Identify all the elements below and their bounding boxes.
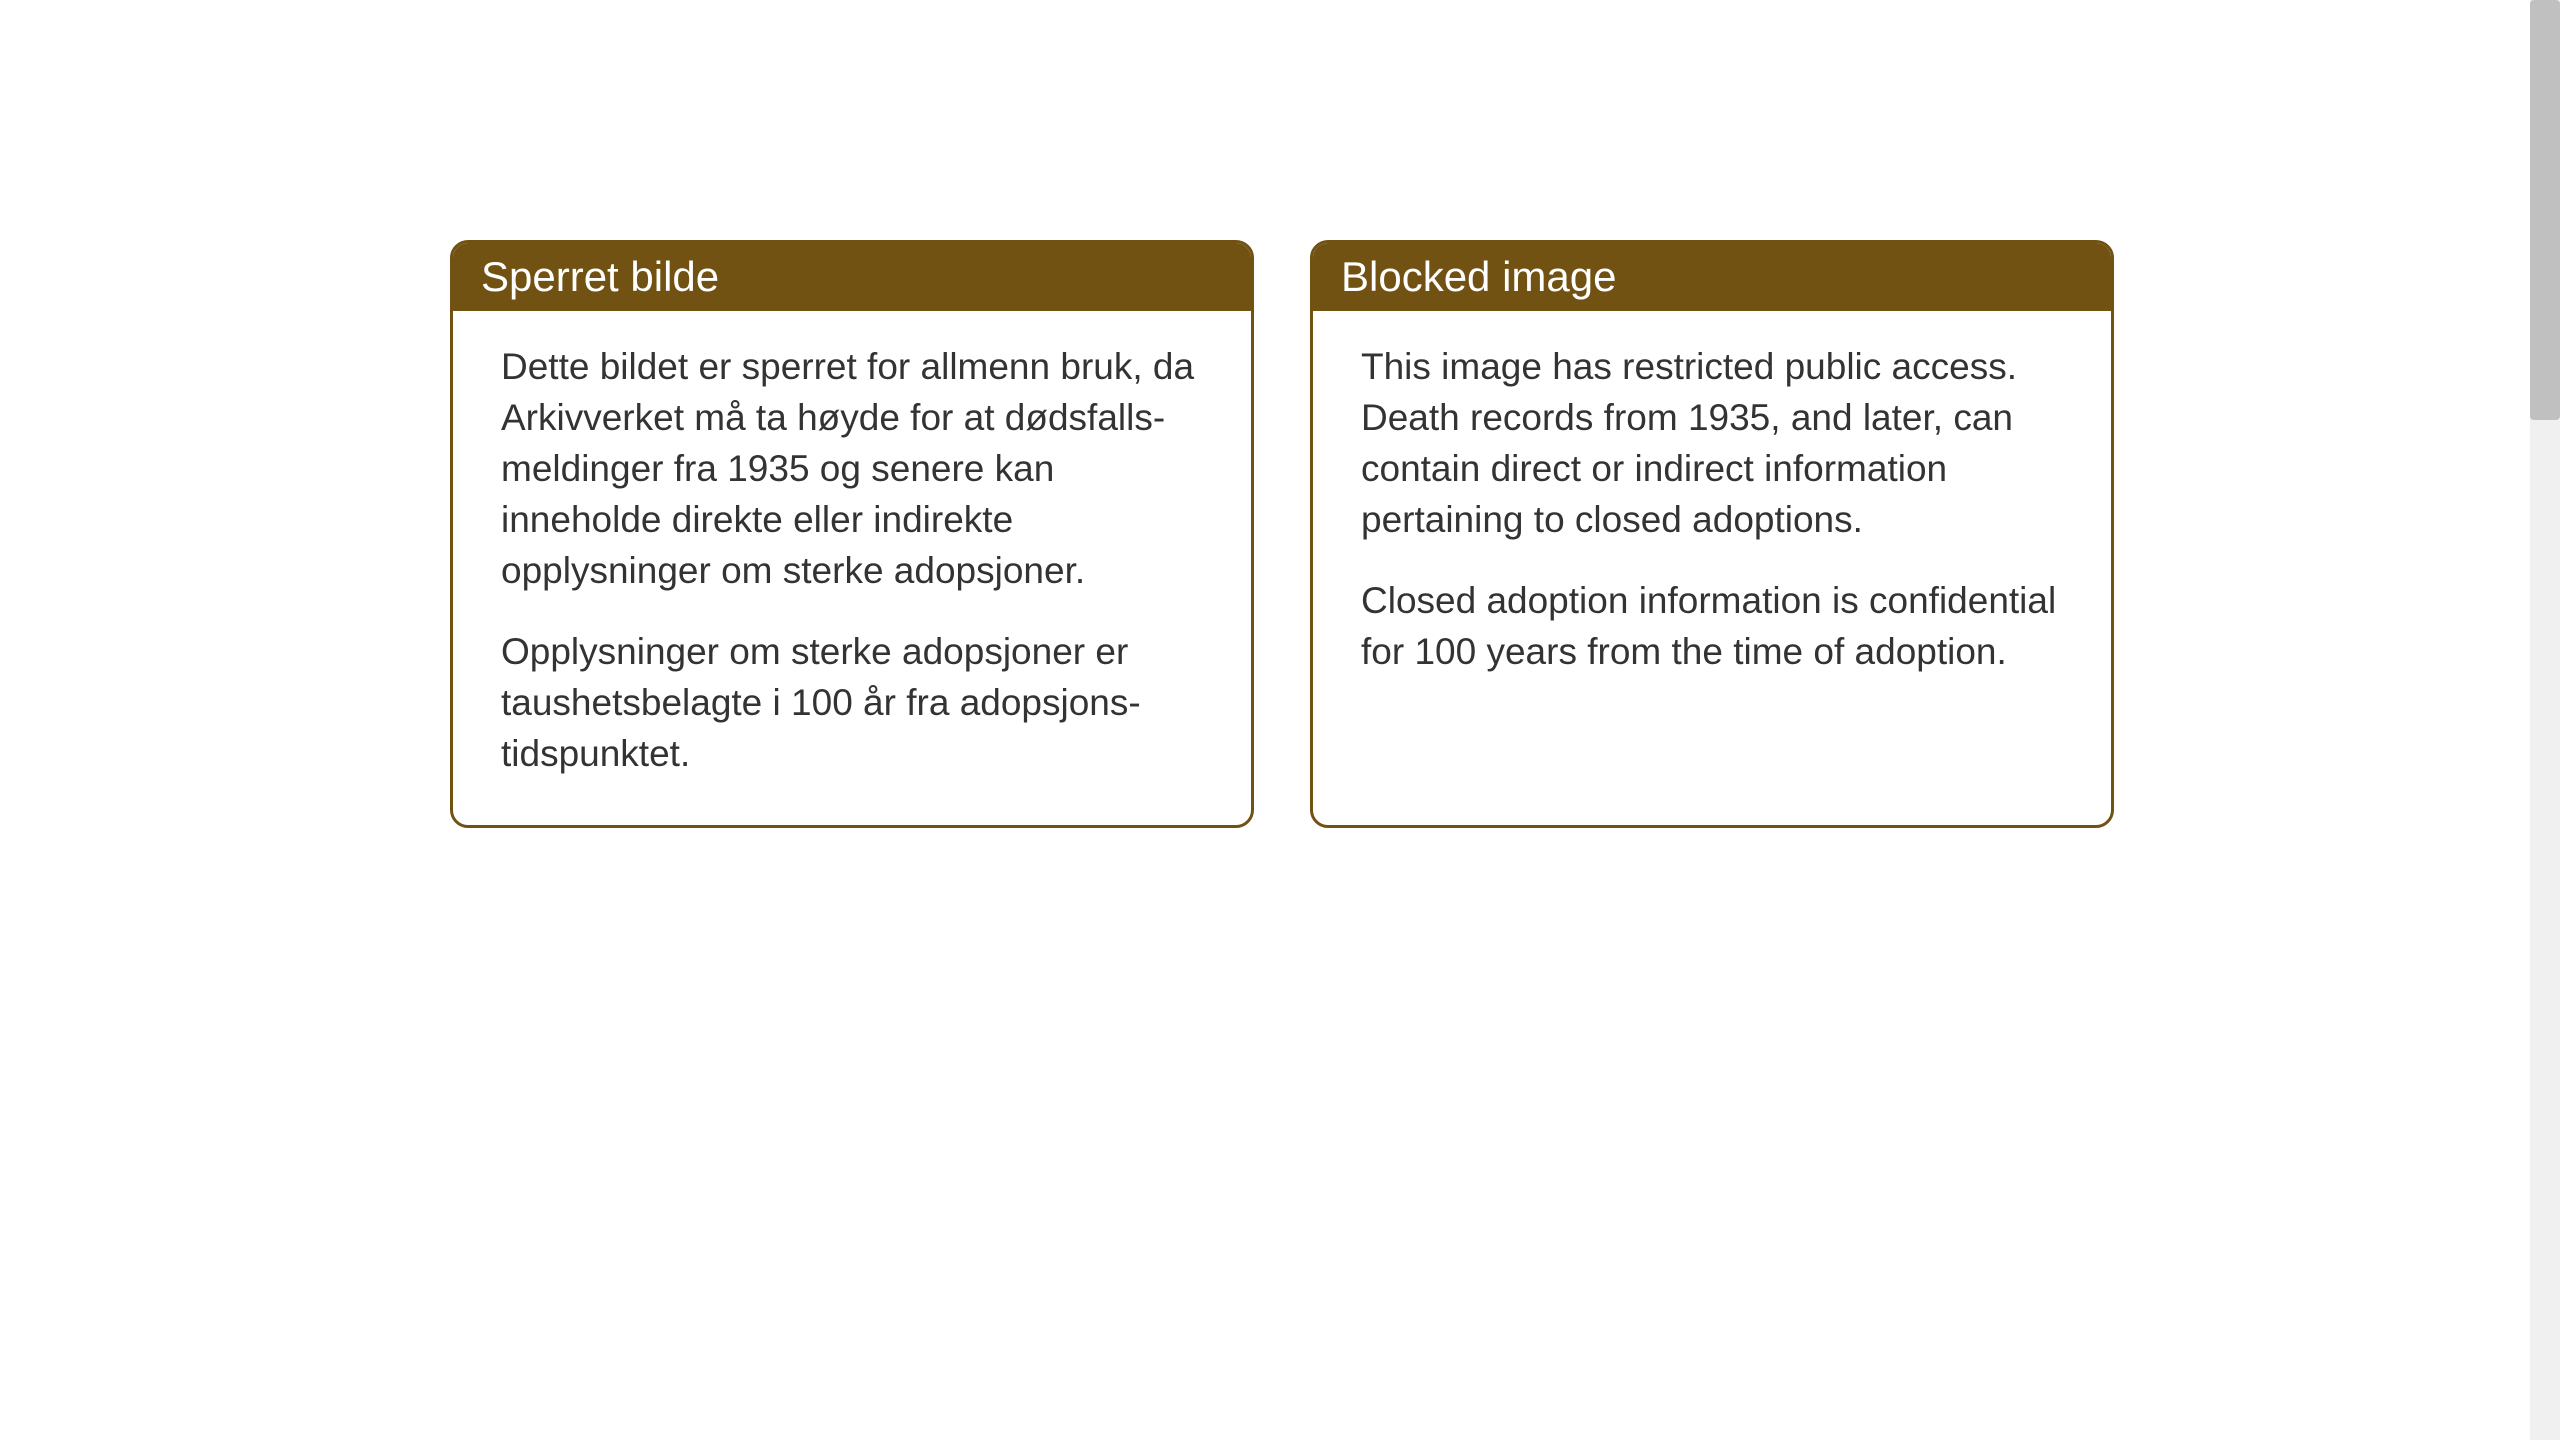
card-paragraph: Closed adoption information is confident… [1361, 575, 2063, 677]
card-header: Sperret bilde [453, 243, 1251, 311]
card-title: Blocked image [1341, 253, 1616, 300]
card-paragraph: Opplysninger om sterke adopsjoner er tau… [501, 626, 1203, 779]
card-title: Sperret bilde [481, 253, 719, 300]
card-body: Dette bildet er sperret for allmenn bruk… [453, 311, 1251, 825]
card-body: This image has restricted public access.… [1313, 311, 2111, 723]
card-paragraph: This image has restricted public access.… [1361, 341, 2063, 545]
notice-card-english: Blocked image This image has restricted … [1310, 240, 2114, 828]
scrollbar-thumb[interactable] [2530, 0, 2560, 420]
cards-container: Sperret bilde Dette bildet er sperret fo… [450, 240, 2114, 828]
vertical-scrollbar[interactable] [2530, 0, 2560, 1440]
notice-card-norwegian: Sperret bilde Dette bildet er sperret fo… [450, 240, 1254, 828]
card-paragraph: Dette bildet er sperret for allmenn bruk… [501, 341, 1203, 596]
card-header: Blocked image [1313, 243, 2111, 311]
